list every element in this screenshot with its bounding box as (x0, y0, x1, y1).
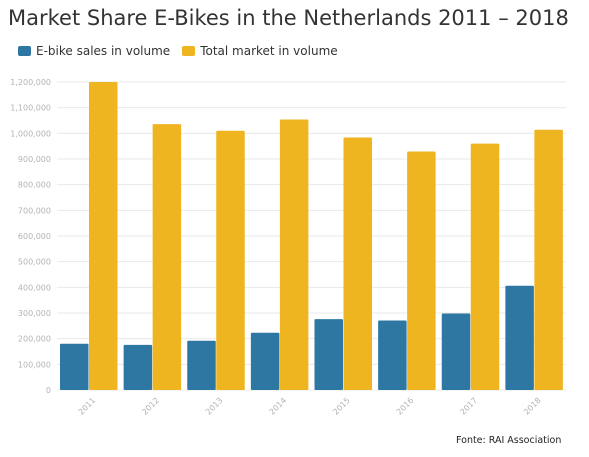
chart-title: Market Share E-Bikes in the Netherlands … (8, 6, 569, 30)
y-tick-label: 100,000 (18, 360, 51, 369)
x-tick-label: 2016 (395, 396, 416, 417)
x-tick-label: 2012 (140, 396, 161, 417)
bar-ebike (250, 332, 280, 390)
x-tick-label: 2014 (268, 396, 289, 417)
bar-ebike (505, 285, 534, 390)
bar-ebike (378, 320, 407, 390)
y-tick-label: 300,000 (18, 309, 51, 318)
x-tick-label: 2015 (331, 396, 352, 417)
bar-ebike (187, 340, 216, 390)
legend-item-total[interactable]: Total market in volume (182, 44, 338, 58)
y-tick-label: 200,000 (18, 335, 51, 344)
bar-total (152, 124, 182, 391)
y-tick-label: 0 (46, 386, 51, 395)
x-tick-label: 2018 (522, 396, 543, 417)
legend-label-ebike: E-bike sales in volume (36, 44, 171, 58)
source-note: Fonte: RAI Association (456, 435, 562, 446)
bar-total (279, 119, 309, 391)
y-tick-label: 1,200,000 (10, 78, 51, 87)
bar-ebike (314, 319, 343, 390)
legend-swatch-ebike (18, 46, 31, 56)
legend: E-bike sales in volume Total market in v… (18, 44, 350, 58)
y-tick-label: 600,000 (18, 232, 51, 241)
bar-total (216, 130, 245, 390)
bar-ebike (123, 344, 153, 390)
y-tick-label: 1,100,000 (10, 104, 51, 113)
y-tick-label: 1,000,000 (10, 129, 51, 138)
legend-label-total: Total market in volume (200, 44, 338, 58)
legend-item-ebike[interactable]: E-bike sales in volume (18, 44, 170, 58)
bar-total (343, 137, 372, 390)
y-tick-label: 700,000 (18, 206, 51, 215)
y-tick-label: 400,000 (18, 283, 51, 292)
y-tick-label: 800,000 (18, 181, 51, 190)
bar-total (470, 143, 500, 390)
bar-total (407, 151, 436, 390)
bar-ebike (60, 343, 89, 390)
x-tick-label: 2017 (458, 396, 479, 417)
bar-ebike (441, 313, 471, 390)
legend-swatch-total (182, 46, 196, 56)
x-tick-label: 2011 (77, 396, 98, 417)
bar-total (534, 129, 563, 391)
bar-total (89, 82, 118, 390)
y-tick-label: 500,000 (18, 258, 51, 267)
y-tick-label: 900,000 (18, 155, 51, 164)
x-tick-label: 2013 (204, 396, 225, 417)
